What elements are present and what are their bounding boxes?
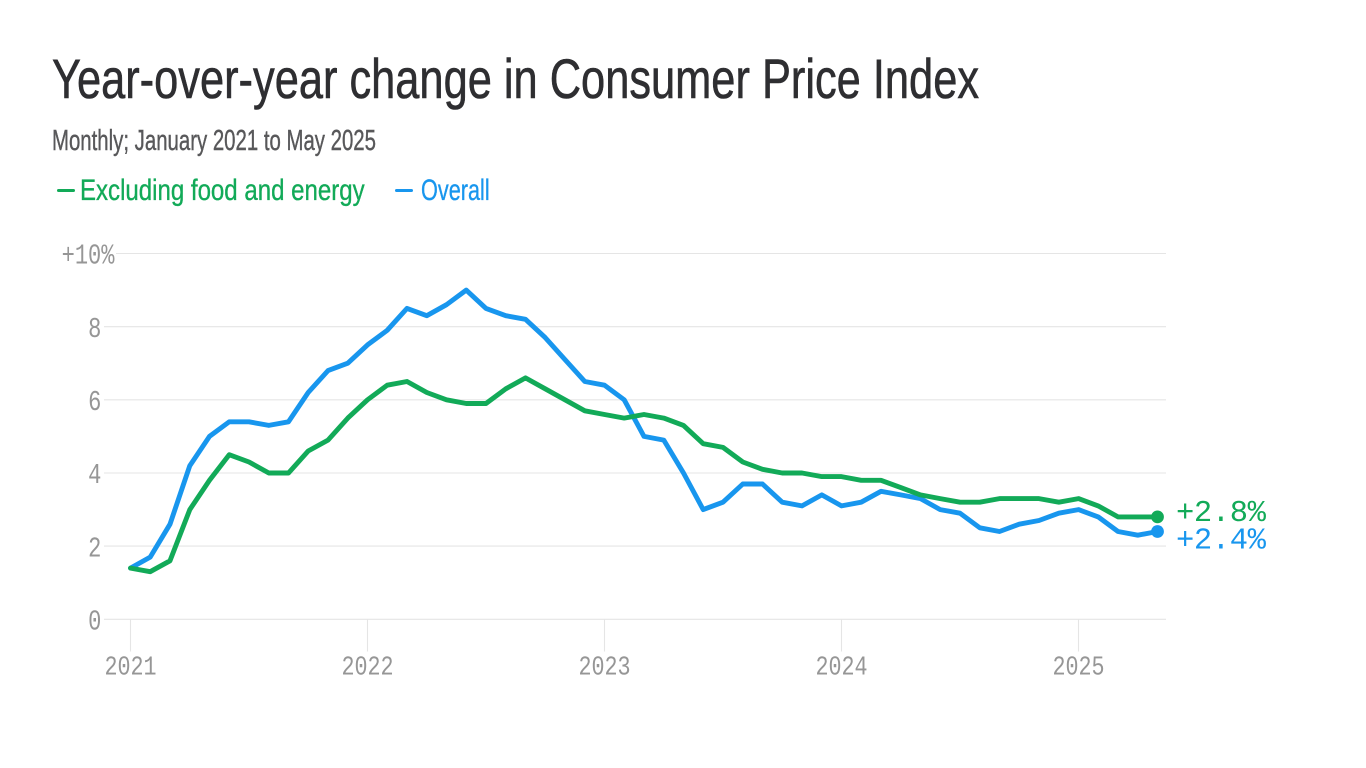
- svg-text:6: 6: [88, 386, 101, 419]
- svg-text:+2.4%: +2.4%: [1176, 525, 1267, 559]
- svg-text:2022: 2022: [341, 654, 393, 684]
- svg-text:0: 0: [88, 606, 101, 639]
- svg-text:+2.8%: +2.8%: [1176, 497, 1267, 531]
- svg-text:2025: 2025: [1052, 654, 1104, 684]
- svg-text:2021: 2021: [104, 654, 156, 684]
- svg-text:2024: 2024: [815, 654, 867, 684]
- svg-text:+10%: +10%: [62, 240, 115, 273]
- svg-text:2023: 2023: [578, 654, 630, 684]
- svg-text:2: 2: [88, 533, 101, 566]
- svg-text:4: 4: [88, 460, 101, 493]
- svg-text:8: 8: [88, 313, 101, 346]
